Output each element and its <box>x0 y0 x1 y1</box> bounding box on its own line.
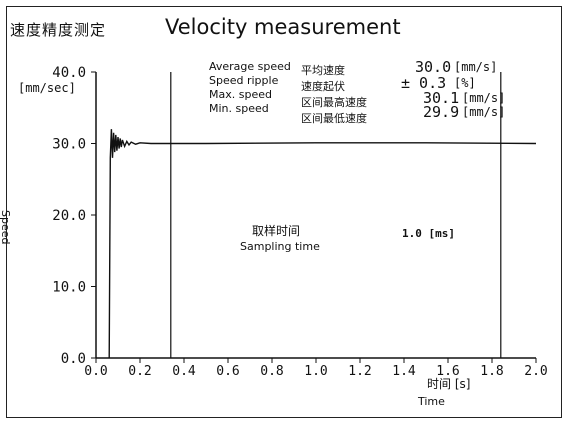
stat-label-average-speed: Average speed <box>209 60 291 73</box>
stat-unit-min: [mm/s] <box>462 105 506 119</box>
stat-unit-average: [mm/s] <box>454 60 498 74</box>
stat-label-cn-average: 平均速度 <box>301 64 345 77</box>
stat-value-min: 29.9 <box>423 103 460 121</box>
figure-frame <box>6 6 562 418</box>
stat-unit-ripple: [%] <box>454 76 476 90</box>
stat-label-cn-min: 区间最低速度 <box>301 112 367 125</box>
title-chinese: 速度精度测定 <box>10 21 107 39</box>
stat-label-speed-ripple: Speed ripple <box>209 74 279 87</box>
stat-label-cn-max: 区间最高速度 <box>301 96 367 109</box>
stat-label-max-speed: Max. speed <box>209 88 272 101</box>
stat-value-average: 30.0 <box>415 58 452 76</box>
chart-title: Velocity measurement <box>165 15 401 39</box>
stat-label-cn-ripple: 速度起伏 <box>301 80 345 93</box>
stat-value-max: 30.1 <box>423 89 460 107</box>
sampling-value: 1.0 [ms] <box>402 227 455 240</box>
stat-value-ripple: ± 0.3 <box>401 74 447 92</box>
sampling-label-cn: 取样时间 <box>252 224 301 238</box>
y-axis-unit: [mm/sec] <box>18 81 76 95</box>
sampling-label: Sampling time <box>240 240 320 253</box>
x-axis-label-cn: 时间 [s] <box>427 377 471 391</box>
x-axis-label: Time <box>418 395 445 408</box>
stat-label-min-speed: Min. speed <box>209 102 269 115</box>
stat-unit-max: [mm/s] <box>462 91 506 105</box>
y-axis-label: Speed <box>0 210 12 245</box>
